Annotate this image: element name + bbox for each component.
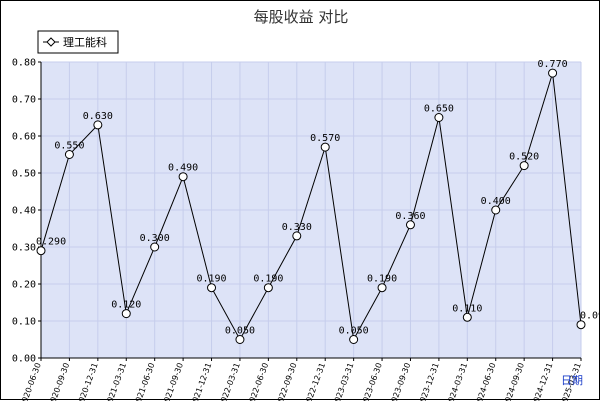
data-point xyxy=(292,231,302,241)
y-tick-label: 0.50 xyxy=(12,169,36,180)
data-point xyxy=(121,309,131,319)
data-point xyxy=(150,242,160,252)
data-point xyxy=(519,161,529,171)
y-tick-label: 0.10 xyxy=(12,317,36,328)
x-tick-label: 2021-12-31 xyxy=(189,362,213,401)
x-tick-label: 2024-09-30 xyxy=(502,362,526,401)
data-label: 0.190 xyxy=(253,274,283,285)
data-point xyxy=(263,283,273,293)
data-point xyxy=(576,320,586,330)
data-label: 0.570 xyxy=(310,133,340,144)
data-label: 0.050 xyxy=(225,326,255,337)
data-point xyxy=(235,335,245,344)
data-label: 0.550 xyxy=(54,141,84,152)
data-point xyxy=(207,283,217,293)
data-point xyxy=(178,172,188,182)
data-point xyxy=(64,150,74,159)
x-tick-label: 2022-06-30 xyxy=(246,362,270,401)
data-label: 0.330 xyxy=(282,222,312,233)
data-label: 0.520 xyxy=(509,152,539,163)
y-tick-label: 0.00 xyxy=(12,354,36,365)
y-tick-label: 0.70 xyxy=(12,95,36,106)
x-axis-corner-label: 日期 xyxy=(561,374,583,387)
series-layer xyxy=(36,68,586,344)
data-point xyxy=(405,220,415,230)
x-tick-label: 2021-06-30 xyxy=(132,362,156,401)
y-tick-label: 0.20 xyxy=(12,280,36,291)
x-tick-label: 2020-12-31 xyxy=(75,362,99,401)
y-tick-label: 0.60 xyxy=(12,132,36,143)
legend-diamond-icon xyxy=(46,37,56,47)
data-label: 0.400 xyxy=(481,196,511,207)
data-label: 0.050 xyxy=(339,326,369,337)
legend-box xyxy=(37,30,119,54)
data-label: 0.650 xyxy=(424,104,454,115)
x-tick-label: 2022-12-31 xyxy=(303,362,327,401)
data-point xyxy=(93,120,103,130)
data-label: 0.770 xyxy=(538,59,568,70)
x-tick-label: 2024-06-30 xyxy=(473,362,497,401)
x-axis-ticks: 2020-06-30 2020-09-30 2020-12-31 2021-03-31… xyxy=(19,358,583,401)
series-line xyxy=(40,72,582,342)
data-point xyxy=(377,283,387,293)
x-tick-label: 2022-09-30 xyxy=(274,362,298,401)
x-tick-label: 2021-09-30 xyxy=(161,362,185,401)
data-label: 0.120 xyxy=(111,300,141,311)
x-tick-label: 2023-03-31 xyxy=(331,362,355,401)
x-tick-label: 2020-09-30 xyxy=(47,362,71,401)
y-tick-label: 0.80 xyxy=(12,58,36,69)
data-point xyxy=(349,335,359,344)
y-tick-label: 0.40 xyxy=(12,206,36,217)
data-label: 0.300 xyxy=(140,233,170,244)
x-tick-label: 2022-03-31 xyxy=(217,362,241,401)
data-point xyxy=(434,113,444,122)
legend: 理工能科 xyxy=(37,30,119,54)
x-tick-label: 2023-06-30 xyxy=(360,362,384,401)
data-point xyxy=(491,205,501,215)
data-point xyxy=(548,68,558,78)
x-tick-label: 2023-12-31 xyxy=(416,362,440,401)
y-axis-ticks: 0.00 0.10 0.20 0.30 0.40 0.50 0.60 0.70 0.80 xyxy=(12,58,41,365)
data-labels: 0.290 0.550 0.630 0.120 0.300 0.490 0.190 0.050… xyxy=(36,59,600,336)
x-tick-label: 2024-12-31 xyxy=(530,362,554,401)
x-tick-label: 2021-03-31 xyxy=(104,362,128,401)
data-label: 0.190 xyxy=(367,274,397,285)
chart-title: 每股收益 对比 xyxy=(254,8,349,26)
y-tick-label: 0.30 xyxy=(12,243,36,254)
data-label: 0.190 xyxy=(196,274,226,285)
data-label: 0.360 xyxy=(395,211,425,222)
data-label: 0.630 xyxy=(83,111,113,122)
data-label: 0.290 xyxy=(36,237,66,248)
legend-series-name: 理工能科 xyxy=(63,35,107,49)
x-tick-label: 2024-03-31 xyxy=(445,362,469,401)
x-tick-label: 2023-09-30 xyxy=(388,362,412,401)
x-tick-label: 2020-06-30 xyxy=(19,362,43,401)
data-point xyxy=(462,312,472,322)
data-point xyxy=(36,246,46,256)
data-point xyxy=(320,142,330,152)
data-label: 0.490 xyxy=(168,163,198,174)
data-label: 0.110 xyxy=(452,303,482,314)
data-label: 0.090 xyxy=(580,311,600,322)
